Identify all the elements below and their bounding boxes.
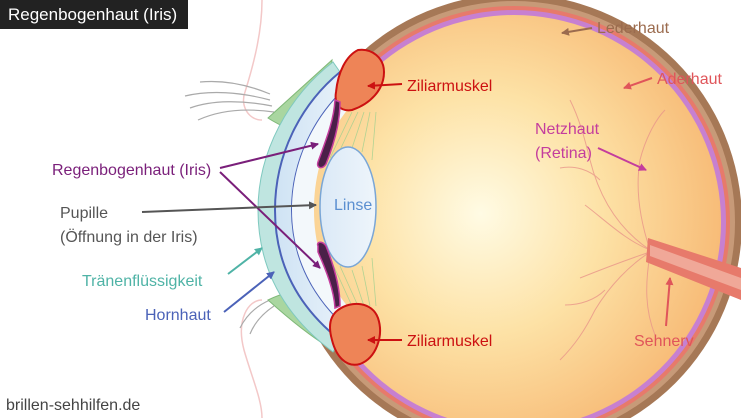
aderhaut-label: Aderhaut xyxy=(657,71,722,88)
traenenfluessigkeit-label: Tränenflüssigkeit xyxy=(82,273,203,290)
ziliarmuskel-bottom-label: Ziliarmuskel xyxy=(407,333,492,350)
lederhaut-label: Lederhaut xyxy=(597,20,670,37)
upper-eyelashes xyxy=(184,80,275,121)
lederhaut-arrow xyxy=(561,27,593,36)
netzhaut-arrow xyxy=(597,147,647,171)
ziliarmuskel-top-arrow xyxy=(367,81,403,90)
regenbogenhaut-arrow-top xyxy=(219,141,319,169)
ziliarmuskel-bottom-shape xyxy=(329,302,381,366)
diagram-title: Regenbogenhaut (Iris) xyxy=(8,5,177,24)
pupille-arrow xyxy=(141,201,317,213)
hornhaut-label: Hornhaut xyxy=(145,307,211,324)
watermark-text: brillen-sehhilfen.de xyxy=(6,397,140,414)
traenenfluessigkeit-arrow xyxy=(227,247,263,275)
pupille-label-line1: Pupille xyxy=(60,205,108,222)
pupille-label-line2: (Öffnung in der Iris) xyxy=(60,228,198,246)
ziliarmuskel-top-label: Ziliarmuskel xyxy=(407,78,492,95)
lower-eyelashes xyxy=(239,299,275,335)
iris-top-shape xyxy=(316,98,341,169)
retinal-vessels xyxy=(559,99,666,361)
aderhaut-arrow xyxy=(623,77,653,90)
skin-outline xyxy=(240,0,263,418)
title-background xyxy=(0,0,188,29)
sehnerv-label: Sehnerv xyxy=(634,333,694,350)
regenbogenhaut-arrow-bottom xyxy=(219,171,321,269)
linse-label: Linse xyxy=(334,197,372,214)
hornhaut-arrow xyxy=(223,271,275,313)
sehnerv-core xyxy=(650,245,741,290)
regenbogenhaut-label: Regenbogenhaut (Iris) xyxy=(52,162,211,179)
eye-interior xyxy=(307,15,721,418)
iris-bottom-shape xyxy=(316,241,341,310)
zonule-fibers xyxy=(329,111,377,307)
netzhaut-label-line2: (Retina) xyxy=(535,145,592,162)
sehnerv-arrow xyxy=(665,277,674,327)
netzhaut-label-line1: Netzhaut xyxy=(535,121,600,138)
ziliarmuskel-top-shape xyxy=(334,48,386,112)
linse-shape xyxy=(319,146,377,268)
